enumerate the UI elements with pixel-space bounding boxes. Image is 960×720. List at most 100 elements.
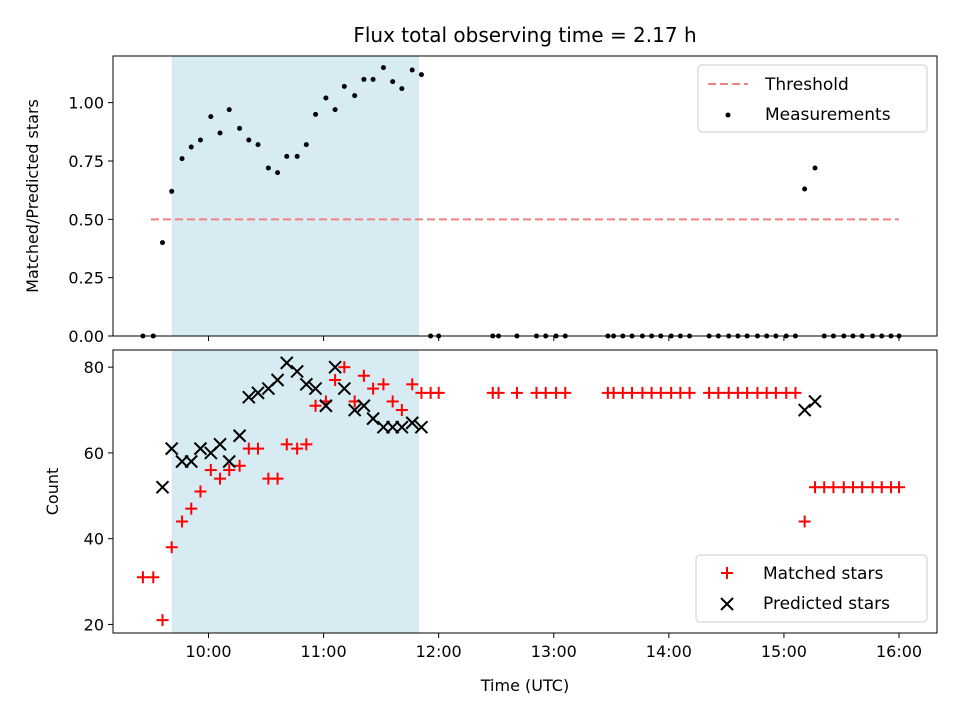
measurement-point	[265, 165, 271, 171]
y-tick-label: 20	[84, 615, 104, 634]
matched-star-point	[300, 438, 313, 451]
matched-star-point	[338, 361, 351, 374]
measurement-point	[370, 76, 376, 82]
matched-star-point	[559, 386, 572, 399]
matched-star-point	[329, 374, 342, 387]
count-legend: Matched stars Predicted stars	[695, 554, 928, 623]
predicted-star-point	[366, 411, 380, 426]
predicted-star-point	[184, 454, 198, 469]
ratio-panel: 0.00 0.25 0.50 0.75 1.00 Flux total observin…	[23, 23, 938, 346]
predicted-star-point	[290, 364, 304, 379]
predicted-star-point	[319, 399, 333, 413]
measurement-point	[197, 137, 203, 143]
x-tick-label: 13:00	[531, 642, 577, 661]
predicted-star-point	[299, 377, 314, 392]
matched-star-point	[176, 515, 189, 528]
legend-measurements-label: Measurements	[765, 105, 891, 125]
matched-star-point	[492, 386, 505, 399]
matched-star-point	[291, 442, 304, 455]
matched-star-point	[271, 472, 284, 485]
matched-star-point	[712, 386, 725, 399]
measurement-point	[390, 79, 396, 85]
predicted-star-point	[164, 441, 179, 456]
time-x-axis: 10:00 11:00 12:00 13:00 14:00 15:00 16:00	[185, 633, 922, 661]
measurement-point	[313, 111, 319, 117]
predicted-star-point	[280, 356, 294, 370]
measurement-point	[341, 83, 347, 89]
ratio-y-axis: 0.00 0.25 0.50 0.75 1.00	[68, 94, 113, 346]
measurement-point	[246, 137, 252, 143]
matched-star-point	[386, 395, 399, 408]
measurement-point	[188, 144, 194, 150]
x-tick-label: 16:00	[876, 642, 922, 661]
legend-predicted-label: Predicted stars	[763, 594, 890, 614]
predicted-star-point	[155, 480, 170, 494]
ratio-legend: Threshold Measurements	[697, 64, 928, 133]
measurement-point	[380, 65, 386, 71]
matched-star-point	[165, 541, 178, 554]
predicted-star-point	[328, 360, 342, 374]
predicted-star-point	[395, 420, 409, 434]
measurement-point	[255, 142, 261, 148]
predicted-star-point	[270, 373, 285, 387]
measurement-point	[159, 240, 165, 246]
matched-star-point	[357, 369, 370, 382]
y-tick-label: 0.75	[68, 152, 104, 171]
matched-star-point	[223, 464, 236, 477]
matched-star-point	[280, 438, 293, 451]
legend-matched-label: Matched stars	[763, 564, 883, 584]
matched-star-point	[147, 571, 160, 584]
matched-star-point	[309, 399, 322, 412]
measurement-point	[226, 107, 232, 113]
legend-predicted-swatch	[720, 597, 734, 611]
measurement-point	[217, 130, 223, 136]
measurement-point	[169, 188, 175, 194]
predicted-star-point	[308, 381, 323, 396]
measurement-point	[275, 170, 281, 176]
x-tick-label: 10:00	[185, 642, 231, 661]
matched-star-point	[827, 481, 840, 494]
measurement-point	[409, 67, 415, 73]
matched-star-point	[377, 378, 390, 391]
predicted-star-point	[357, 399, 371, 413]
ratio-x-ticks	[208, 336, 900, 341]
legend-threshold-label: Threshold	[764, 75, 849, 95]
y-tick-label: 0.00	[68, 327, 104, 346]
matched-star-point	[367, 382, 380, 395]
matched-star-point	[432, 386, 445, 399]
chart-title: Flux total observing time = 2.17 h	[353, 23, 696, 47]
measurement-point	[812, 165, 818, 171]
predicted-star-point	[405, 416, 419, 430]
measurement-point	[179, 156, 185, 162]
matched-stars-points	[136, 361, 906, 627]
y-tick-label: 1.00	[68, 94, 104, 113]
legend-measurements-swatch	[725, 112, 731, 118]
predicted-star-point	[232, 429, 247, 443]
predicted-star-point	[347, 403, 362, 417]
matched-star-point	[252, 442, 265, 455]
matched-star-point	[741, 386, 754, 399]
x-tick-label: 15:00	[761, 642, 807, 661]
matched-star-point	[233, 459, 246, 472]
y-tick-label: 0.25	[68, 269, 104, 288]
x-tick-label: 12:00	[416, 642, 462, 661]
predicted-star-point	[808, 394, 822, 409]
ratio-plot-frame	[112, 55, 938, 337]
predicted-star-point	[797, 403, 812, 417]
matched-star-point	[406, 378, 419, 391]
count-y-axis: 20 40 60 80	[84, 358, 113, 634]
measurement-point	[294, 153, 300, 159]
predicted-star-point	[242, 390, 256, 404]
predicted-star-point	[222, 454, 236, 469]
matched-star-point	[214, 472, 227, 485]
matched-star-point	[683, 386, 696, 399]
matched-star-point	[626, 386, 639, 399]
count-y-axis-label: Count	[43, 468, 62, 516]
predicted-star-point	[193, 441, 208, 456]
predicted-star-point	[414, 420, 429, 434]
y-tick-label: 60	[84, 444, 104, 463]
matched-star-point	[798, 515, 811, 528]
x-tick-label: 11:00	[301, 642, 347, 661]
matched-star-point	[204, 464, 217, 477]
